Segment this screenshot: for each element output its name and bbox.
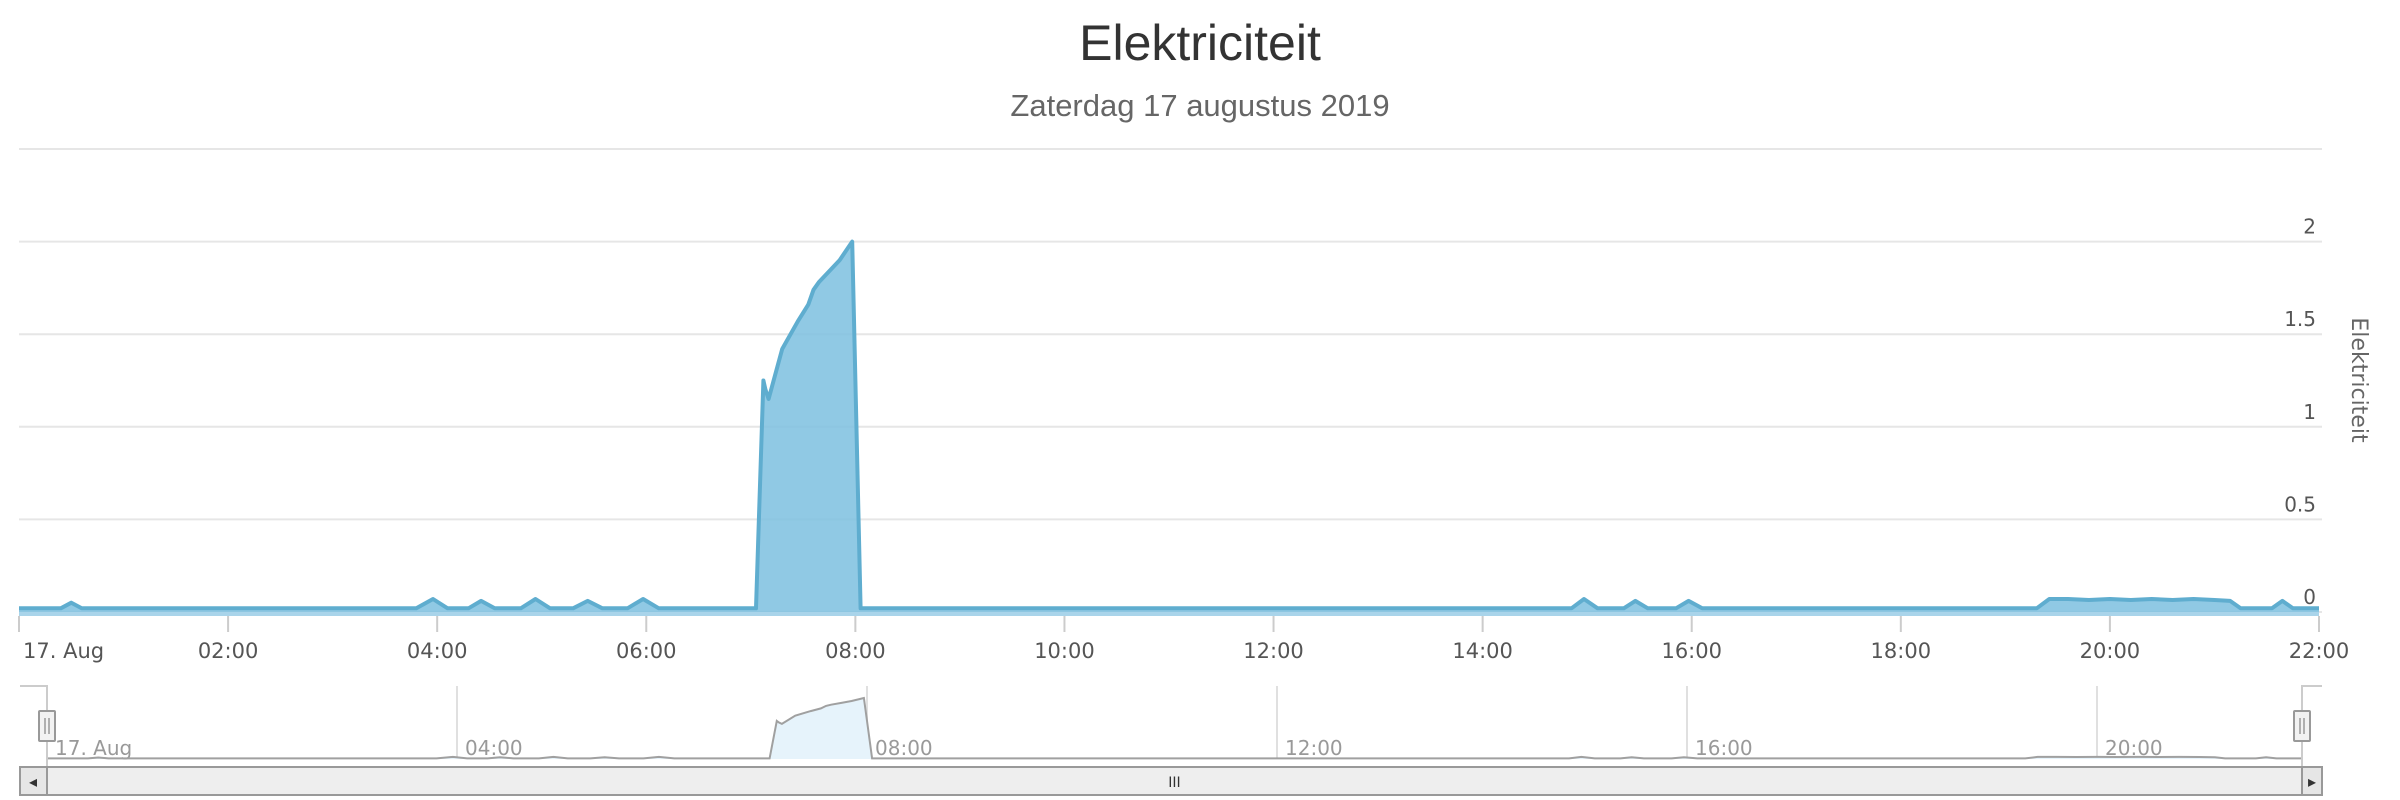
x-tick-label: 14:00 xyxy=(1452,639,1513,663)
arrow-right-icon: ▸ xyxy=(2308,772,2316,791)
x-tick-label: 12:00 xyxy=(1243,639,1304,663)
x-tick-label: 22:00 xyxy=(2289,639,2350,663)
x-axis: 17. Aug 02:00 04:00 06:00 08:00 10:00 12:00 14:… xyxy=(18,616,2350,663)
y-tick-label: 1.5 xyxy=(2284,307,2316,331)
navigator-tick-label: 04:00 xyxy=(465,736,523,760)
y-tick-label: 0.5 xyxy=(2284,492,2316,516)
scrollbar-thumb[interactable] xyxy=(46,766,2303,796)
navigator-outline-left xyxy=(20,685,48,795)
x-tick-label: 06:00 xyxy=(616,639,677,663)
scrollbar[interactable]: ◂ ▸ III xyxy=(19,766,2323,796)
navigator-tick-label: 17. Aug xyxy=(55,736,132,760)
x-tick-label: 10:00 xyxy=(1034,639,1095,663)
arrow-left-icon: ◂ xyxy=(29,772,37,791)
navigator-tick-label: 16:00 xyxy=(1695,736,1753,760)
chart-title: Elektriciteit xyxy=(1079,15,1321,71)
x-tick-label: 20:00 xyxy=(2080,639,2141,663)
y-tick-label: 2 xyxy=(2303,215,2316,239)
scrollbar-left-button[interactable]: ◂ xyxy=(19,766,48,796)
y-axis: 0 0.5 1 1.5 2 xyxy=(2284,215,2316,609)
y-tick-label: 1 xyxy=(2303,400,2316,424)
x-tick-label: 17. Aug xyxy=(23,639,104,663)
scrollbar-right-button[interactable]: ▸ xyxy=(2301,766,2323,796)
navigator-line xyxy=(47,696,2302,760)
x-tick-label: 08:00 xyxy=(825,639,886,663)
grid-lines xyxy=(19,148,2322,613)
series-elektriciteit[interactable] xyxy=(19,239,2319,616)
navigator-area xyxy=(47,698,2302,759)
x-tick-label: 18:00 xyxy=(1871,639,1932,663)
x-tick-label: 16:00 xyxy=(1661,639,1722,663)
y-tick-label: 0 xyxy=(2303,585,2316,609)
chart-subtitle: Zaterdag 17 augustus 2019 xyxy=(1010,88,1390,123)
y-axis-title: Elektriciteit xyxy=(2346,317,2371,443)
navigator-handle-left[interactable] xyxy=(38,710,56,742)
x-tick-label: 04:00 xyxy=(407,639,468,663)
navigator-tick-label: 08:00 xyxy=(875,736,933,760)
x-tick-label: 02:00 xyxy=(198,639,259,663)
area-line xyxy=(19,239,2319,611)
navigator[interactable]: 17. Aug 04:00 08:00 12:00 16:00 20:00 xyxy=(20,685,2322,795)
navigator-outline-right xyxy=(2301,685,2322,795)
navigator-tick-label: 12:00 xyxy=(1285,736,1343,760)
navigator-handle-right[interactable] xyxy=(2293,710,2311,742)
scrollbar-grip-icon: III xyxy=(1168,775,1180,791)
